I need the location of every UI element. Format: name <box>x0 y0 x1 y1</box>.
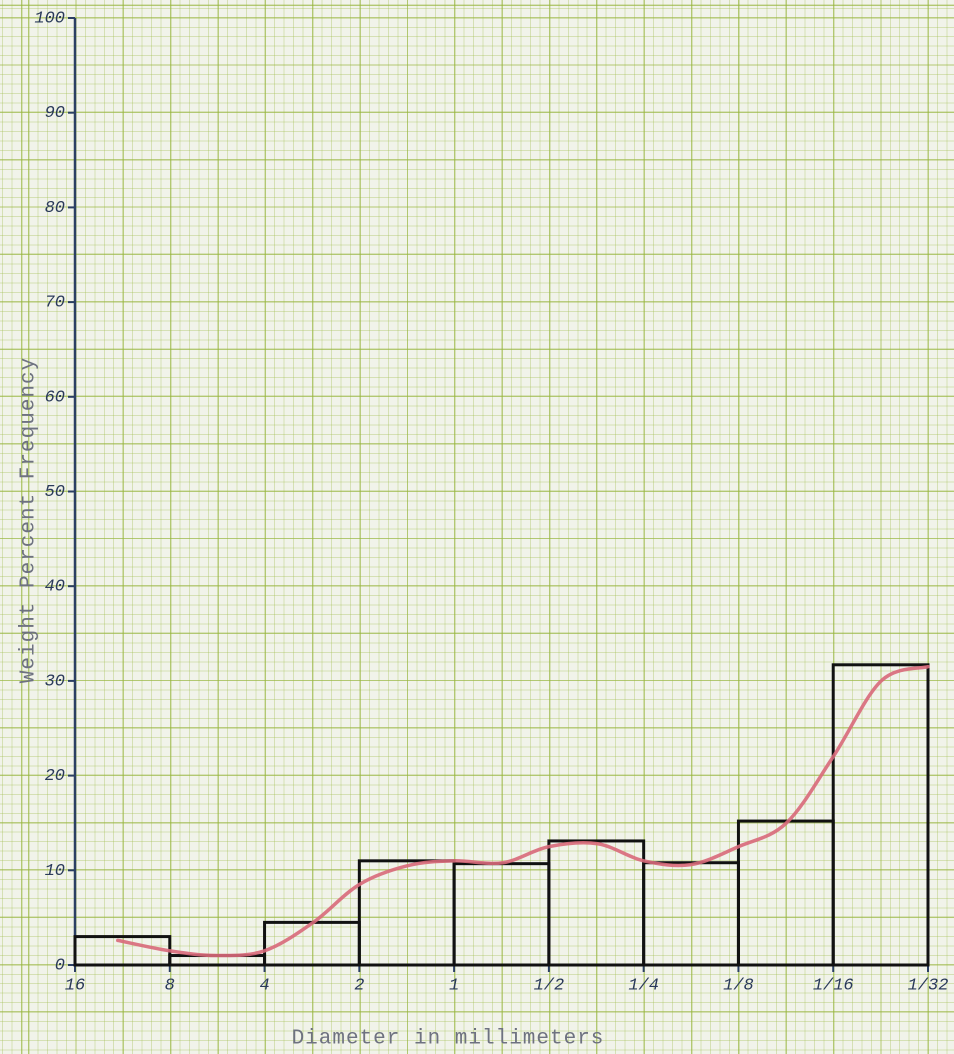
y-tick-label: 100 <box>34 9 65 28</box>
y-tick-label: 10 <box>45 862 65 881</box>
x-tick-label: 1/16 <box>813 976 854 995</box>
y-tick-label: 30 <box>45 672 65 691</box>
frequency-curve <box>116 664 930 958</box>
x-tick-label: 2 <box>354 976 364 995</box>
y-axis-title: Weight Percent Frequency <box>18 357 41 683</box>
x-tick-label: 1/32 <box>908 976 949 995</box>
y-tick-label: 50 <box>45 483 65 502</box>
x-tick-label: 8 <box>165 976 175 995</box>
y-tick-label: 80 <box>45 199 65 218</box>
x-axis-title: Diameter in millimeters <box>292 1028 605 1051</box>
x-tick-label: 1/8 <box>723 976 754 995</box>
bar <box>642 861 740 967</box>
x-tick-label: 4 <box>259 976 269 995</box>
x-tick-label: 16 <box>65 976 85 995</box>
y-tick-label: 70 <box>45 294 65 313</box>
bar <box>831 663 930 967</box>
bar <box>547 839 646 967</box>
y-tick-label: 40 <box>45 578 65 597</box>
y-tick-label: 0 <box>55 956 65 975</box>
y-tick-label: 20 <box>45 767 65 786</box>
y-tick-label: 60 <box>45 388 65 407</box>
x-tick-label: 1/2 <box>534 976 565 995</box>
x-tick-label: 1/4 <box>628 976 659 995</box>
y-tick-label: 90 <box>45 104 65 123</box>
x-tick-label: 1 <box>449 976 459 995</box>
bar <box>452 862 551 967</box>
